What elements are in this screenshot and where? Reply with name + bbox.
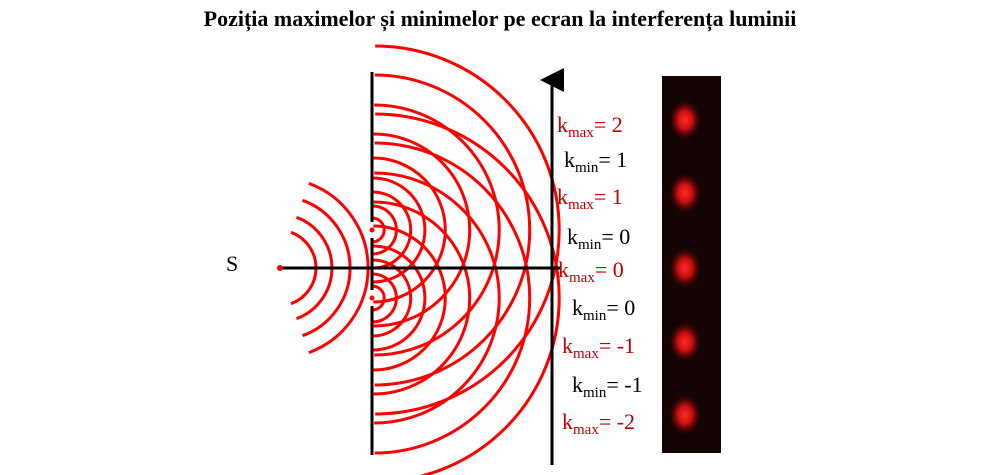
maximum-order-label: kmax= -2: [562, 410, 635, 442]
order-subscript: min: [583, 385, 607, 401]
minimum-order-label: kmin= 0: [572, 296, 635, 328]
slit-1-wavefront: [372, 176, 427, 284]
order-value: = 1: [598, 147, 628, 172]
maximum-order-label: kmax= 2: [557, 113, 623, 145]
slit-2-wavefront: [375, 112, 561, 475]
order-subscript: max: [568, 197, 594, 213]
order-subscript: max: [568, 125, 594, 141]
fringe-spot: [669, 395, 701, 435]
order-symbol: k: [564, 147, 575, 172]
slit-1-wavefront: [375, 44, 561, 416]
order-symbol: k: [567, 224, 578, 249]
maximum-order-label: kmax= 1: [557, 185, 623, 217]
order-value: = 0: [594, 257, 624, 282]
slit-2-wavefront: [372, 258, 413, 338]
slit-2-wavefront: [372, 244, 427, 352]
slit-1-wavefront: [372, 216, 386, 244]
fringe-spot: [669, 173, 701, 213]
fringe-spots: [669, 100, 701, 435]
slit-2-point: [369, 295, 375, 301]
order-subscript: min: [575, 160, 599, 176]
slit-2-wavefront: [374, 171, 501, 425]
slit-2-wavefronts: [372, 112, 561, 475]
slit-2-wavefront: [374, 141, 532, 455]
slit-1-point: [369, 227, 375, 233]
maximum-order-label: kmax= 0: [558, 258, 624, 290]
order-symbol: k: [557, 184, 568, 209]
order-subscript: min: [578, 237, 602, 253]
fringe-spot: [669, 100, 701, 140]
order-symbol: k: [562, 409, 573, 434]
order-subscript: max: [569, 270, 595, 286]
minimum-order-label: kmin= -1: [572, 373, 643, 405]
slit-2-wavefront: [373, 224, 447, 372]
order-subscript: max: [573, 346, 599, 362]
order-value: = 0: [601, 224, 631, 249]
order-symbol: k: [558, 257, 569, 282]
diagram-title: Poziția maximelor și minimelor pe ecran …: [203, 6, 797, 31]
order-symbol: k: [557, 112, 568, 137]
fringe-spot: [669, 248, 701, 288]
order-value: = 1: [593, 184, 623, 209]
slit-2-wavefront: [373, 200, 472, 396]
slit-1-wavefront: [373, 132, 472, 328]
order-symbol: k: [572, 295, 583, 320]
order-symbol: k: [562, 333, 573, 358]
source-point: [277, 265, 283, 271]
minimum-order-label: kmin= 1: [564, 148, 627, 180]
order-value: = -1: [598, 333, 636, 358]
fringe-spot: [669, 322, 701, 362]
order-value: = 2: [593, 112, 623, 137]
order-value: = -1: [606, 372, 643, 397]
source-label: S: [226, 251, 239, 276]
order-subscript: min: [583, 308, 607, 324]
slit-2-wavefront: [372, 284, 386, 312]
slit-1-wavefront: [373, 156, 447, 304]
slit-1-wavefront: [374, 73, 532, 387]
order-symbol: k: [572, 372, 583, 397]
order-value: = -2: [598, 409, 636, 434]
order-value: = 0: [606, 295, 636, 320]
slit-2-wavefront: [372, 272, 398, 324]
order-subscript: max: [573, 422, 599, 438]
maximum-order-label: kmax= -1: [562, 334, 635, 366]
minimum-order-label: kmin= 0: [567, 225, 630, 257]
